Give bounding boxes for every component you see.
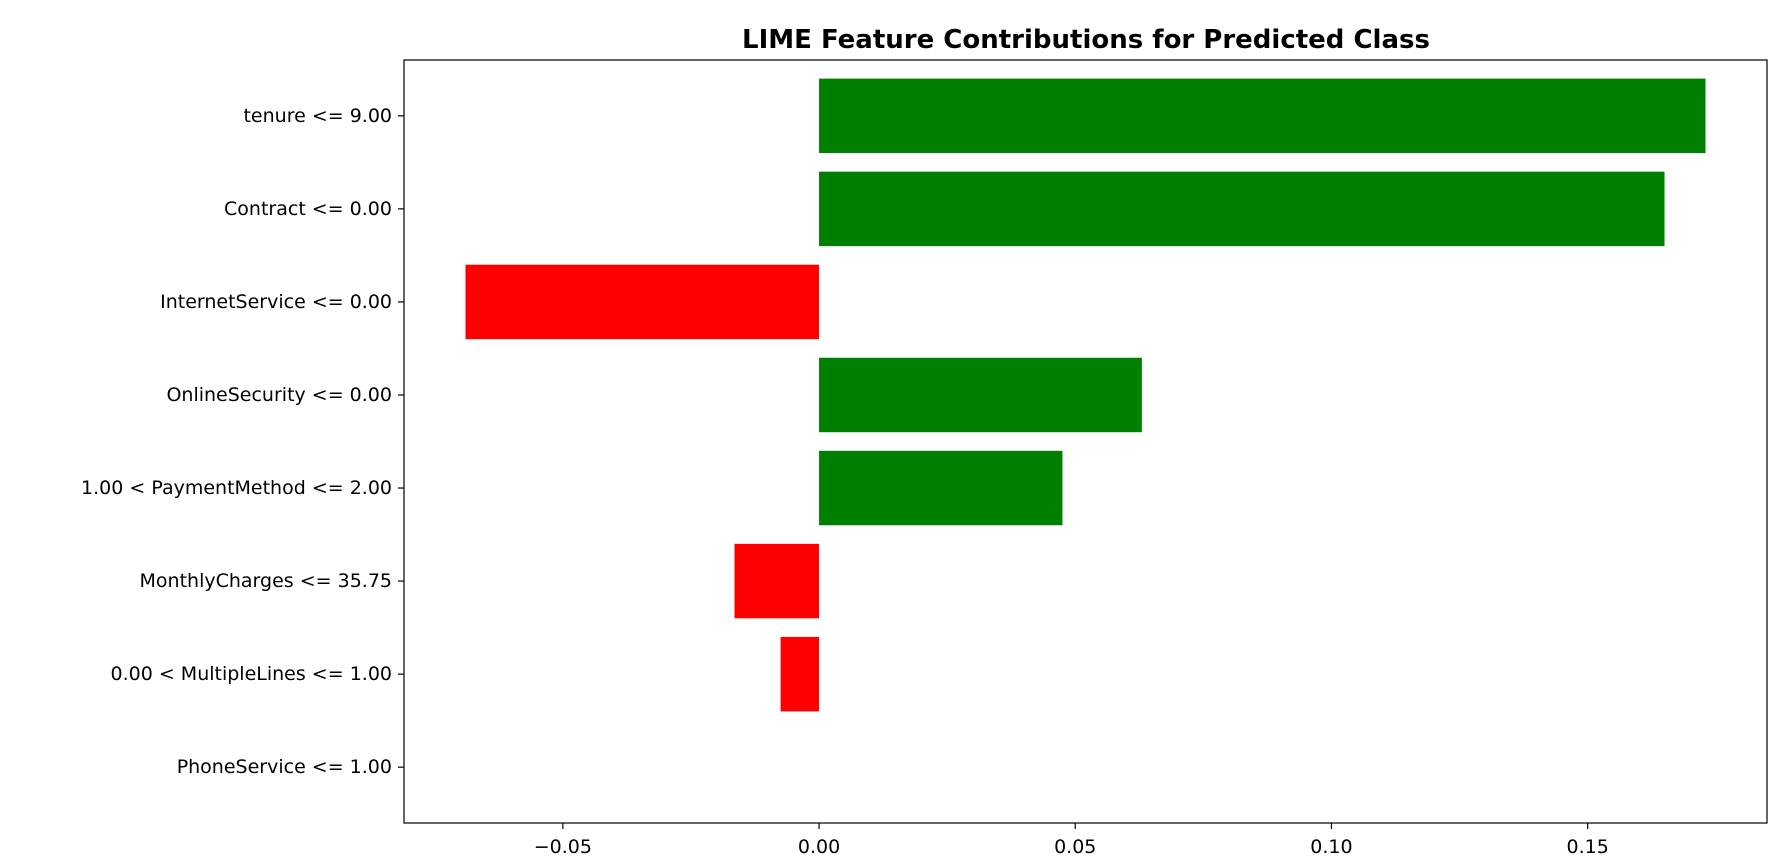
bar-4 [819, 450, 1063, 526]
y-tick-label: PhoneService <= 1.00 [177, 756, 392, 778]
y-ticks-layer: tenure <= 9.00 Contract <= 0.00 InternetSe… [81, 105, 404, 778]
x-tick-label: 0.15 [1567, 836, 1609, 858]
bar-1 [819, 171, 1665, 247]
axes-layer [403, 59, 1768, 824]
y-tick-label: tenure <= 9.00 [243, 105, 392, 127]
y-tick-label: 1.00 < PaymentMethod <= 2.00 [81, 477, 392, 499]
bar-3 [819, 357, 1142, 433]
bar-0 [819, 78, 1706, 154]
y-tick-label: Contract <= 0.00 [224, 198, 392, 220]
x-tick-label: 0.10 [1310, 836, 1352, 858]
y-tick-label: MonthlyCharges <= 35.75 [140, 570, 392, 592]
bars-layer [465, 78, 1706, 712]
x-ticks-layer: −0.05 0.00 0.05 0.10 0.15 [534, 823, 1609, 858]
y-tick-label: 0.00 < MultipleLines <= 1.00 [111, 663, 393, 685]
chart-title: LIME Feature Contributions for Predicted… [742, 25, 1430, 55]
bar-2 [465, 264, 820, 340]
x-tick-label: −0.05 [534, 836, 592, 858]
y-tick-label: InternetService <= 0.00 [160, 291, 392, 313]
bar-5 [734, 543, 820, 619]
y-tick-label: OnlineSecurity <= 0.00 [166, 384, 392, 406]
x-tick-label: 0.00 [798, 836, 840, 858]
bar-6 [780, 636, 820, 712]
x-tick-label: 0.05 [1054, 836, 1096, 858]
plot-frame [403, 59, 1768, 824]
